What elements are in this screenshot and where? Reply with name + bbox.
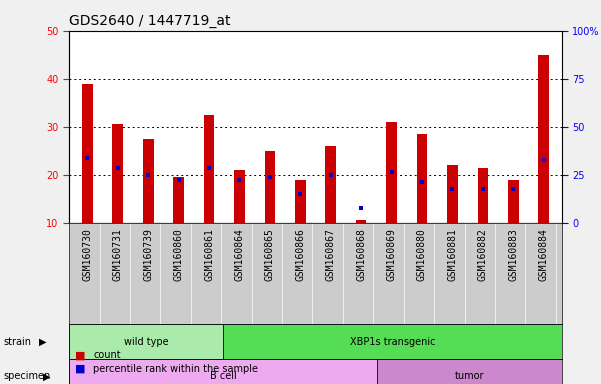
Text: GSM160882: GSM160882 — [478, 228, 488, 281]
Text: ■: ■ — [75, 350, 85, 360]
Bar — [112, 124, 123, 223]
Text: GSM160869: GSM160869 — [386, 228, 397, 281]
Text: GSM160866: GSM160866 — [295, 228, 305, 281]
Bar — [325, 146, 336, 223]
Text: GSM160881: GSM160881 — [447, 228, 457, 281]
Bar — [447, 165, 458, 223]
Text: GSM160868: GSM160868 — [356, 228, 366, 281]
Text: ■: ■ — [75, 364, 85, 374]
FancyBboxPatch shape — [69, 324, 223, 359]
Bar — [508, 180, 519, 223]
Text: tumor: tumor — [455, 371, 484, 381]
Bar — [173, 177, 184, 223]
Bar — [356, 220, 367, 223]
Bar — [82, 84, 93, 223]
Text: GSM160867: GSM160867 — [326, 228, 336, 281]
Text: B cell: B cell — [210, 371, 237, 381]
FancyBboxPatch shape — [69, 359, 377, 384]
Bar — [538, 55, 549, 223]
Text: GSM160884: GSM160884 — [538, 228, 549, 281]
Text: GDS2640 / 1447719_at: GDS2640 / 1447719_at — [69, 14, 231, 28]
Bar — [143, 139, 153, 223]
Bar — [204, 115, 215, 223]
Text: GSM160730: GSM160730 — [82, 228, 93, 281]
Text: specimen: specimen — [3, 371, 50, 381]
Text: GSM160731: GSM160731 — [113, 228, 123, 281]
Text: ▶: ▶ — [43, 371, 50, 381]
Text: GSM160864: GSM160864 — [234, 228, 245, 281]
Text: GSM160861: GSM160861 — [204, 228, 214, 281]
Text: GSM160739: GSM160739 — [143, 228, 153, 281]
Text: GSM160865: GSM160865 — [265, 228, 275, 281]
Bar — [478, 167, 488, 223]
Bar — [264, 151, 275, 223]
Bar — [295, 180, 306, 223]
Text: GSM160860: GSM160860 — [174, 228, 184, 281]
Text: count: count — [93, 350, 121, 360]
Text: ▶: ▶ — [39, 337, 46, 347]
Text: percentile rank within the sample: percentile rank within the sample — [93, 364, 258, 374]
Bar — [416, 134, 427, 223]
Text: XBP1s transgenic: XBP1s transgenic — [350, 337, 435, 347]
Text: strain: strain — [3, 337, 31, 347]
Text: GSM160883: GSM160883 — [508, 228, 518, 281]
Text: wild type: wild type — [124, 337, 168, 347]
Text: GSM160880: GSM160880 — [417, 228, 427, 281]
FancyBboxPatch shape — [377, 359, 562, 384]
FancyBboxPatch shape — [223, 324, 562, 359]
Bar — [234, 170, 245, 223]
Bar — [386, 122, 397, 223]
